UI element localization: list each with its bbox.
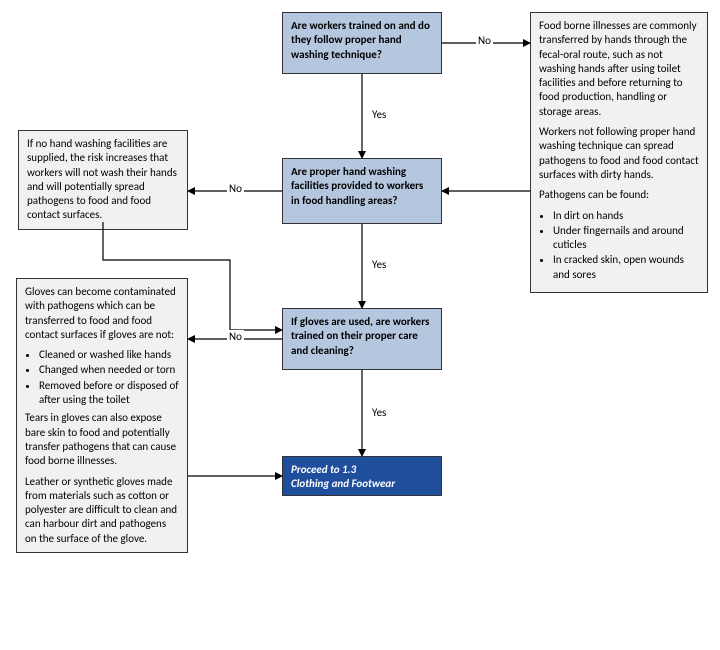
info-food-borne-illnesses: Food borne illnesses are commonly transf…: [530, 12, 708, 293]
info-no-facilities: If no hand washing facilities are suppli…: [18, 130, 188, 230]
decision-gloves-training: If gloves are used, are workers trained …: [282, 308, 442, 370]
decision-text: Are proper hand washing facilities provi…: [291, 165, 423, 207]
proceed-box: Proceed to 1.3 Clothing and Footwear: [282, 456, 442, 496]
edge-label-yes: Yes: [370, 108, 388, 121]
edge-label-no: No: [227, 330, 244, 343]
edge-label-yes: Yes: [370, 406, 388, 419]
edge-label-no: No: [476, 34, 493, 47]
edge-label-yes: Yes: [370, 258, 388, 271]
decision-hand-washing-training: Are workers trained on and do they follo…: [282, 12, 442, 74]
decision-hand-washing-facilities: Are proper hand washing facilities provi…: [282, 158, 442, 224]
info-gloves-contamination: Gloves can become contaminated with path…: [16, 278, 188, 553]
decision-text: If gloves are used, are workers trained …: [291, 315, 429, 357]
decision-text: Are workers trained on and do they follo…: [291, 19, 430, 61]
proceed-line2: Clothing and Footwear: [291, 477, 395, 490]
edge-label-no: No: [227, 182, 244, 195]
proceed-line1: Proceed to 1.3: [291, 463, 356, 476]
